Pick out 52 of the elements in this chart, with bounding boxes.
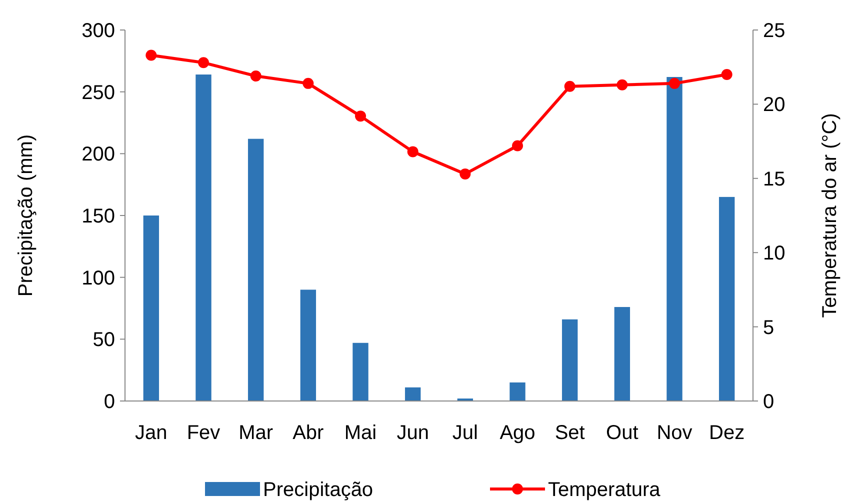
x-tick-label: Out — [606, 422, 639, 444]
x-tick-label: Mar — [238, 422, 274, 444]
point — [512, 140, 523, 152]
y2-tick-label: 0 — [763, 391, 774, 413]
y-tick-label: 150 — [82, 206, 115, 228]
bar — [510, 382, 526, 401]
point — [721, 69, 732, 80]
x-tick-label: Set — [554, 422, 586, 444]
x-tick-label: Nov — [656, 422, 692, 444]
y-axis-title: Precipitação (mm) — [15, 134, 37, 297]
bar — [718, 196, 735, 401]
y-tick-label: 250 — [82, 82, 115, 104]
y-tick-label: 300 — [82, 20, 115, 42]
y-tick-label: 0 — [104, 391, 115, 413]
point — [355, 110, 366, 122]
y2-tick-label: 15 — [763, 168, 786, 190]
bar — [666, 76, 682, 401]
x-tick-label: Ago — [500, 422, 536, 444]
y2-tick-label: 5 — [763, 316, 774, 339]
point — [616, 79, 628, 90]
x-tick-label: Mai — [344, 422, 377, 444]
point — [146, 50, 157, 61]
y2-tick-label: 10 — [763, 242, 786, 265]
x-tick-label: Jul — [452, 422, 478, 444]
point — [407, 146, 418, 158]
x-tick-label: Jun — [396, 422, 429, 444]
legend-label: Precipitação — [263, 479, 374, 501]
bar — [300, 290, 316, 401]
point — [460, 168, 471, 180]
x-tick-label: Jan — [135, 422, 168, 444]
point — [250, 70, 262, 82]
bar — [248, 138, 264, 401]
bar — [143, 216, 160, 401]
point — [669, 78, 680, 89]
bar — [196, 74, 212, 401]
x-tick-label: Fev — [186, 422, 220, 444]
y-tick-label: 100 — [82, 267, 115, 290]
y2-tick-label: 20 — [763, 94, 786, 116]
y-tick-label: 50 — [92, 329, 115, 352]
bar — [614, 307, 630, 401]
x-tick-label: Dez — [709, 422, 745, 444]
y-tick-label: 200 — [82, 144, 115, 166]
bar — [404, 387, 421, 401]
point — [198, 57, 209, 68]
legend-label: Temperatura — [548, 479, 662, 501]
bar — [352, 342, 368, 401]
bar — [562, 319, 578, 401]
y2-axis-title: Temperatura do ar (°C) — [819, 113, 841, 318]
x-tick-label: Abr — [292, 422, 324, 444]
point — [564, 80, 576, 92]
y2-tick-label: 25 — [763, 20, 786, 42]
point — [302, 78, 314, 89]
